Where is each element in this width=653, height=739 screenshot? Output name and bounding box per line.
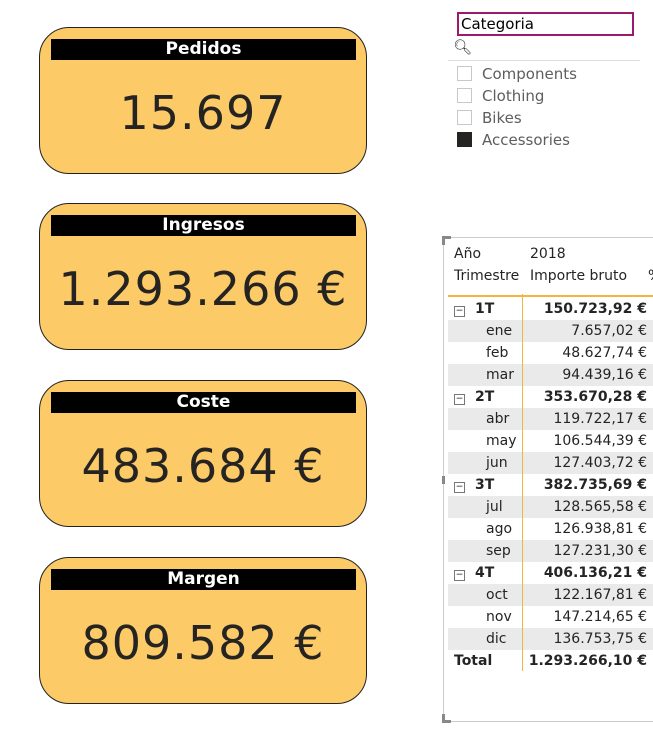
card-value: 1.293.266 € <box>58 262 348 316</box>
table-row-group: −1T 150.723,92 € <box>448 298 653 320</box>
table-row-total: Total 1.293.266,10 € <box>448 650 653 672</box>
row-label: ago <box>486 521 513 537</box>
slicer-title: Categoria <box>457 12 634 36</box>
option-label: Clothing <box>482 87 545 105</box>
kpi-card: Coste 483.684 € <box>39 380 367 527</box>
resize-handle[interactable] <box>442 714 451 723</box>
column-header-percent[interactable]: % <box>648 268 653 284</box>
table-row-group: −3T 382.735,69 € <box>448 474 653 496</box>
row-value: 136.753,75 € <box>553 631 647 647</box>
column-header-importe[interactable]: Importe bruto <box>530 268 628 284</box>
row-value: 406.136,21 € <box>543 565 647 581</box>
row-value: 126.938,81 € <box>553 521 647 537</box>
resize-handle[interactable] <box>442 476 445 484</box>
checkbox[interactable] <box>457 88 472 103</box>
column-header-trimestre[interactable]: Trimestre <box>454 268 520 284</box>
option-label: Accessories <box>482 131 570 149</box>
row-label: 4T <box>475 565 495 581</box>
option-label: Bikes <box>482 109 522 127</box>
search-icon[interactable]: 🔍︎ <box>453 38 473 56</box>
collapse-icon[interactable]: − <box>454 394 465 405</box>
row-value: 106.544,39 € <box>553 433 647 449</box>
row-label: 1T <box>475 301 495 317</box>
header-divider <box>448 295 653 297</box>
row-value: 48.627,74 € <box>562 345 647 361</box>
row-label: 3T <box>475 477 495 493</box>
row-value: 119.722,17 € <box>553 411 647 427</box>
row-label: sep <box>486 543 511 559</box>
row-label: jun <box>486 455 508 471</box>
row-value: 150.723,92 € <box>543 301 647 317</box>
slicer-option[interactable]: Components <box>457 64 577 84</box>
table-row-group: −2T 353.670,28 € <box>448 386 653 408</box>
row-label: oct <box>486 587 508 603</box>
row-value: 147.214,65 € <box>553 609 647 625</box>
collapse-icon[interactable]: − <box>454 570 465 581</box>
row-label: may <box>486 433 517 449</box>
divider <box>448 60 640 61</box>
card-title: Margen <box>51 569 356 590</box>
table-row: dic 136.753,75 € <box>448 628 653 650</box>
row-value: 382.735,69 € <box>543 477 647 493</box>
row-label: abr <box>486 411 510 427</box>
slicer-option[interactable]: Clothing <box>457 86 544 106</box>
year-value: 2018 <box>530 246 566 262</box>
row-value: 94.439,16 € <box>562 367 647 383</box>
row-label: feb <box>486 345 509 361</box>
table-row: abr 119.722,17 € <box>448 408 653 430</box>
row-label: dic <box>486 631 507 647</box>
slicer-option[interactable]: Accessories <box>457 130 570 150</box>
total-label: Total <box>454 653 493 669</box>
column-divider <box>522 294 523 671</box>
card-value: 809.582 € <box>81 616 325 670</box>
row-value: 122.167,81 € <box>553 587 647 603</box>
card-title: Ingresos <box>51 215 356 236</box>
table-row: jul 128.565,58 € <box>448 496 653 518</box>
row-value: 127.231,30 € <box>553 543 647 559</box>
table-row: sep 127.231,30 € <box>448 540 653 562</box>
card-title: Pedidos <box>51 39 356 60</box>
year-label: Año <box>454 246 482 262</box>
table-row: may 106.544,39 € <box>448 430 653 452</box>
matrix-table: Año 2018 Trimestre Importe bruto % −1T15… <box>442 236 653 723</box>
kpi-card: Margen 809.582 € <box>39 557 367 704</box>
total-value: 1.293.266,10 € <box>528 653 647 669</box>
row-label: nov <box>486 609 512 625</box>
row-value: 7.657,02 € <box>571 323 647 339</box>
row-label: ene <box>486 323 513 339</box>
row-label: 2T <box>475 389 495 405</box>
row-label: mar <box>486 367 514 383</box>
table-row: feb 48.627,74 € <box>448 342 653 364</box>
table-row: oct 122.167,81 € <box>448 584 653 606</box>
table-row: ene 7.657,02 € <box>448 320 653 342</box>
kpi-card: Ingresos 1.293.266 € <box>39 203 367 350</box>
resize-handle[interactable] <box>442 236 451 245</box>
table-row: jun 127.403,72 € <box>448 452 653 474</box>
checkbox[interactable] <box>457 132 472 147</box>
table-row: mar 94.439,16 € <box>448 364 653 386</box>
row-label: jul <box>486 499 503 515</box>
card-title: Coste <box>51 392 356 413</box>
option-label: Components <box>482 65 577 83</box>
table-row-group: −4T 406.136,21 € <box>448 562 653 584</box>
row-value: 127.403,72 € <box>553 455 647 471</box>
row-value: 353.670,28 € <box>543 389 647 405</box>
table-row: ago 126.938,81 € <box>448 518 653 540</box>
collapse-icon[interactable]: − <box>454 482 465 493</box>
checkbox[interactable] <box>457 66 472 81</box>
card-value: 483.684 € <box>81 439 325 493</box>
table-row: nov 147.214,65 € <box>448 606 653 628</box>
collapse-icon[interactable]: − <box>454 306 465 317</box>
checkbox[interactable] <box>457 110 472 125</box>
kpi-card: Pedidos 15.697 <box>39 27 367 174</box>
card-value: 15.697 <box>119 86 287 140</box>
slicer-option[interactable]: Bikes <box>457 108 522 128</box>
row-value: 128.565,58 € <box>553 499 647 515</box>
